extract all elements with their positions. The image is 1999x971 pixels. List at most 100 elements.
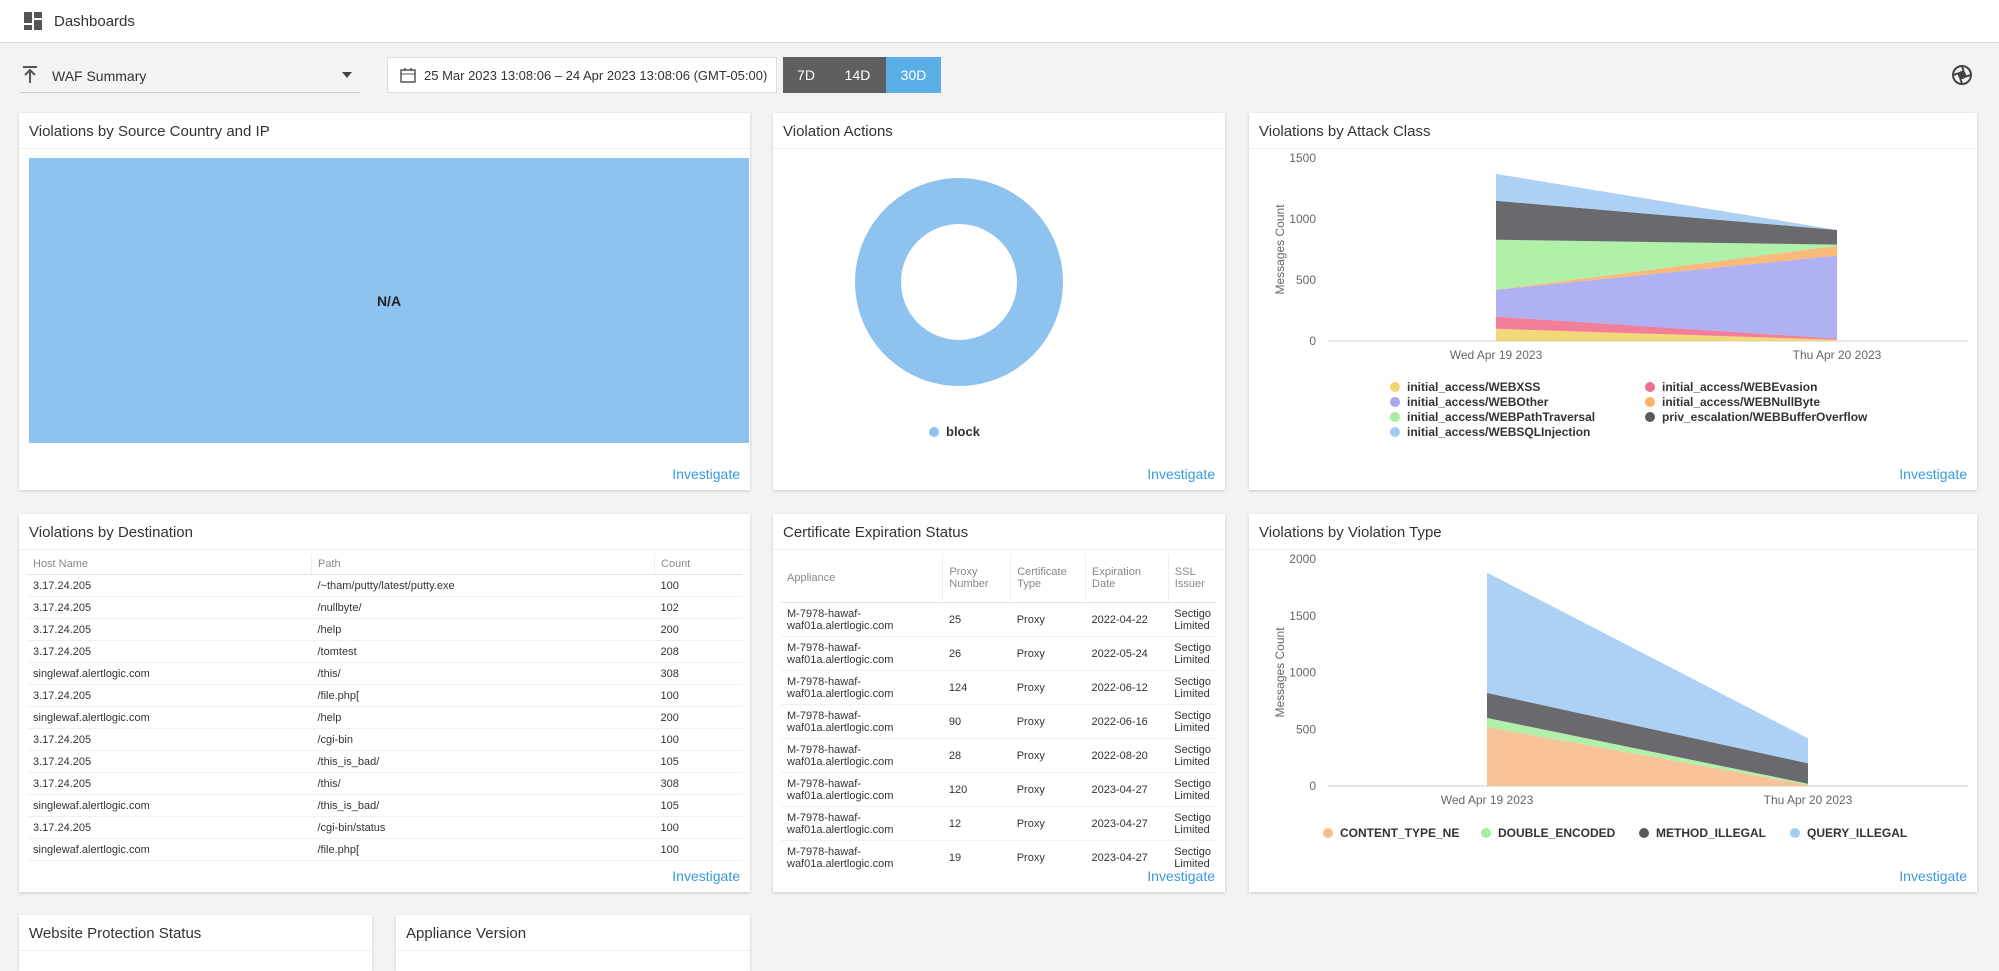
map-placeholder: N/A xyxy=(29,158,749,443)
table-cell: 200 xyxy=(654,618,742,641)
x-tick-label: Wed Apr 19 2023 xyxy=(1441,793,1534,807)
table-cell: 3.17.24.205 xyxy=(27,772,312,795)
table-cell: Sectigo Limited xyxy=(1168,704,1217,739)
area xyxy=(1496,328,1837,341)
table-cell: Sectigo Limited xyxy=(1168,670,1217,705)
column-header: Path xyxy=(311,554,655,575)
y-tick-label: 500 xyxy=(1296,273,1316,287)
legend-label: METHOD_ILLEGAL xyxy=(1656,826,1766,840)
table-cell: M-7978-hawaf-waf01a.alertlogic.com xyxy=(781,738,943,773)
table-cell: 3.17.24.205 xyxy=(27,640,312,663)
chart: 0 500 1000 1500 2000 Messages Count Wed Apr 19… xyxy=(1273,552,1968,840)
column-header: Appliance xyxy=(781,554,944,603)
table-cell: 2022-06-12 xyxy=(1085,670,1169,705)
calendar-icon xyxy=(400,68,416,83)
table-cell: 100 xyxy=(654,816,742,839)
panel-title: Violations by Destination xyxy=(29,524,193,541)
area xyxy=(1496,239,1837,290)
legend-label: DOUBLE_ENCODED xyxy=(1498,826,1616,840)
table-cell: 105 xyxy=(654,750,742,773)
column-header: Host Name xyxy=(27,554,312,575)
table-cell: /this_is_bad/ xyxy=(311,750,655,773)
table-cell: singlewaf.alertlogic.com xyxy=(27,794,312,817)
table-cell: 308 xyxy=(654,772,742,795)
legend-swatch xyxy=(1645,412,1655,422)
table-cell: /help xyxy=(311,706,655,729)
panel: Certificate Expiration Status Appliance P… xyxy=(773,514,1225,892)
legend-swatch xyxy=(1481,828,1491,838)
table-cell: 2022-04-22 xyxy=(1085,602,1169,637)
column-header: Count xyxy=(654,554,742,575)
donut-slice xyxy=(855,178,1063,386)
legend-label: CONTENT_TYPE_NE xyxy=(1340,826,1459,840)
legend-label: priv_escalation/WEBBufferOverflow xyxy=(1662,410,1868,424)
header-row: Host Name Path Count xyxy=(27,554,742,575)
table-cell: 3.17.24.205 xyxy=(27,684,312,707)
y-tick-label: 1500 xyxy=(1289,609,1316,623)
table-cell: /this_is_bad/ xyxy=(311,794,655,817)
table-cell: 12 xyxy=(942,806,1011,841)
table-cell: 25 xyxy=(942,602,1011,637)
range-button[interactable]: 30D xyxy=(886,57,941,93)
panel: Violations by Source Country and IP N/A … xyxy=(19,113,750,490)
table-row: 3.17.24.205/cgi-bin/status 100 xyxy=(27,816,742,839)
legend-label: block xyxy=(946,424,981,439)
table-cell: 26 xyxy=(942,636,1011,671)
table-cell: Proxy xyxy=(1010,636,1086,671)
table-row: M-7978-hawaf-waf01a.alertlogic.com 90 Prox… xyxy=(781,704,1217,739)
table-cell: 100 xyxy=(654,728,742,751)
table-cell: 2023-04-27 xyxy=(1085,806,1169,841)
table-cell: 2022-05-24 xyxy=(1085,636,1169,671)
chart: block xyxy=(855,178,1063,439)
investigate-link[interactable]: Investigate xyxy=(672,868,740,884)
panel: Violations by Violation Type 0 500 1000 150… xyxy=(1249,514,1977,892)
range-button[interactable]: 14D xyxy=(829,57,886,93)
investigate-link[interactable]: Investigate xyxy=(672,466,740,482)
table-cell: 100 xyxy=(654,838,742,861)
x-tick-label: Thu Apr 20 2023 xyxy=(1793,348,1882,362)
panel-title: Violation Actions xyxy=(783,123,893,140)
table-row: M-7978-hawaf-waf01a.alertlogic.com 19 Prox… xyxy=(781,840,1217,870)
area xyxy=(1487,692,1808,784)
legend-swatch xyxy=(1645,397,1655,407)
table-row: 3.17.24.205/wp-content/100 xyxy=(27,860,742,867)
column-header: Proxy Number xyxy=(942,554,1012,603)
table-cell: Sectigo Limited xyxy=(1168,772,1217,807)
table-cell: 3.17.24.205 xyxy=(27,574,312,597)
panel: Appliance Version xyxy=(396,915,750,971)
table-row: singlewaf.alertlogic.com/this_is_bad/105 xyxy=(27,794,742,817)
dashboard-select[interactable]: WAF Summary xyxy=(20,58,360,93)
investigate-link[interactable]: Investigate xyxy=(1147,868,1215,884)
table-cell: singlewaf.alertlogic.com xyxy=(27,706,312,729)
table-cell: M-7978-hawaf-waf01a.alertlogic.com xyxy=(781,806,943,841)
panel-title: Appliance Version xyxy=(406,925,527,942)
table-cell: Sectigo Limited xyxy=(1168,840,1217,870)
table-cell: /help xyxy=(311,618,655,641)
investigate-link[interactable]: Investigate xyxy=(1899,868,1967,884)
table-cell: 105 xyxy=(654,794,742,817)
table-cell: 3.17.24.205 xyxy=(27,750,312,773)
table-cell: 3.17.24.205 xyxy=(27,860,312,867)
y-tick-label: 1000 xyxy=(1289,666,1316,680)
range-button[interactable]: 7D xyxy=(783,57,829,93)
table-cell: /cgi-bin/status xyxy=(311,816,655,839)
table-cell: /cgi-bin xyxy=(311,728,655,751)
table-row: M-7978-hawaf-waf01a.alertlogic.com 26 Prox… xyxy=(781,636,1217,671)
dashboard-name: WAF Summary xyxy=(52,68,147,84)
investigate-link[interactable]: Investigate xyxy=(1147,466,1215,482)
investigate-link[interactable]: Investigate xyxy=(1899,466,1967,482)
table-row: M-7978-hawaf-waf01a.alertlogic.com 25 Prox… xyxy=(781,602,1217,637)
table-cell: 90 xyxy=(942,704,1011,739)
table-cell: 100 xyxy=(654,684,742,707)
header-row: Appliance Proxy Number Certificate Type Exp… xyxy=(781,554,1217,603)
table-row: singlewaf.alertlogic.com/file.php[100 xyxy=(27,838,742,861)
table-cell: M-7978-hawaf-waf01a.alertlogic.com xyxy=(781,670,943,705)
area xyxy=(1496,173,1837,230)
area xyxy=(1496,316,1837,340)
area xyxy=(1487,726,1808,786)
panel-title: Violations by Attack Class xyxy=(1259,123,1431,140)
date-range[interactable]: 25 Mar 2023 13:08:06 – 24 Apr 2023 13:08… xyxy=(387,57,777,93)
column-header: Expiration Date xyxy=(1085,554,1169,603)
settings-icon[interactable] xyxy=(1951,64,1973,86)
panel: Violations by Destination Host Name Path C… xyxy=(19,514,750,892)
